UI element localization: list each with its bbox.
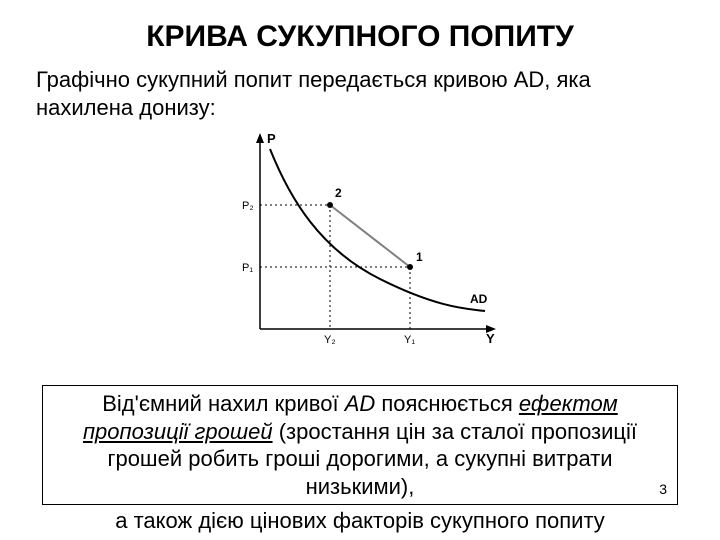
box-line3: грошей робить гроші дорогими, а сукупні … — [107, 446, 612, 471]
point-2-marker — [327, 202, 333, 208]
p1-label: P₁ — [242, 262, 253, 274]
p2-label: P₂ — [242, 200, 254, 212]
y-axis-arrow — [256, 133, 264, 143]
ad-curve-chart: P Y P₂ P₁ Y₂ Y₁ 2 1 AD — [210, 119, 510, 369]
box-part2: пояснюється — [375, 391, 519, 416]
intro-line1: Графічно сукупний попит передається крив… — [36, 67, 591, 92]
y-axis-label: P — [267, 131, 276, 146]
intro-text: Графічно сукупний попит передається крив… — [36, 66, 684, 121]
intro-line2: нахилена донизу: — [36, 95, 216, 120]
cutoff-text: а також дією цінових факторів сукупного … — [115, 508, 605, 533]
page-title: КРИВА СУКУПНОГО ПОПИТУ — [36, 20, 684, 54]
chord-line — [330, 205, 410, 267]
ad-label: AD — [470, 292, 488, 306]
box-effect: ефектом — [519, 391, 618, 416]
point-2-label: 2 — [335, 186, 342, 200]
y2-label: Y₂ — [324, 334, 336, 346]
box-line2b: (зростання цін за сталої пропозиції — [273, 419, 637, 444]
x-axis-label: Y — [486, 331, 495, 346]
page-number: 3 — [659, 481, 667, 499]
ad-curve — [270, 149, 485, 311]
box-part1: Від'ємний нахил кривої — [102, 391, 344, 416]
cutoff-line: а також дією цінових факторів сукупного … — [36, 507, 684, 535]
box-ad-italic: AD — [345, 391, 376, 416]
y1-label: Y₁ — [404, 334, 415, 346]
box-line4: низькими), — [306, 474, 415, 499]
point-1-marker — [407, 264, 413, 270]
box-line2a: пропозиції грошей — [83, 419, 273, 444]
explanation-box: Від'ємний нахил кривої AD пояснюється еф… — [42, 385, 678, 505]
chart-container: P Y P₂ P₁ Y₂ Y₁ 2 1 AD — [36, 119, 684, 369]
point-1-label: 1 — [416, 250, 423, 264]
